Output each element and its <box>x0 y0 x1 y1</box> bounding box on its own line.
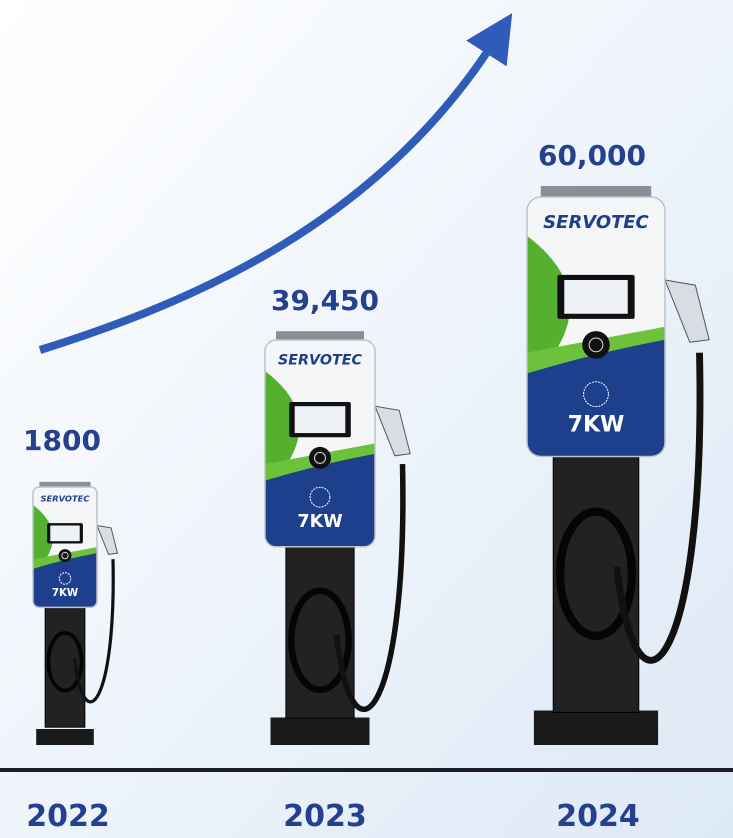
rating-label: 7KW <box>297 512 342 532</box>
holster <box>555 507 637 640</box>
growth-arrow <box>38 13 513 354</box>
blue-panel <box>33 553 97 608</box>
charger-head <box>527 197 665 457</box>
connector <box>374 405 411 457</box>
nfc-reader <box>58 549 72 562</box>
charger-head <box>265 340 375 547</box>
year-label: 2022 <box>26 799 110 834</box>
base-plate <box>36 729 94 745</box>
power-icon <box>583 381 609 408</box>
cable <box>73 559 115 704</box>
holster <box>46 630 84 693</box>
value-label: 1800 <box>23 424 101 457</box>
connector <box>664 279 710 343</box>
top-tab <box>39 481 91 490</box>
screen-display <box>50 525 80 542</box>
rating-label: 7KW <box>52 587 78 599</box>
blue-panel <box>265 453 375 547</box>
year-label: 2023 <box>283 799 367 834</box>
power-icon <box>58 572 72 585</box>
nfc-ring <box>61 551 69 560</box>
base-plate <box>533 710 659 745</box>
value-label: 39,450 <box>271 284 379 317</box>
cable <box>333 464 406 712</box>
green-swoosh <box>265 371 300 485</box>
brand-label: SERVOTEC <box>278 353 363 369</box>
power-icon <box>309 486 331 508</box>
head-outline <box>526 196 666 458</box>
pole <box>552 450 640 713</box>
head-outline <box>32 486 98 609</box>
rating-label: 7KW <box>568 412 625 437</box>
holster <box>288 587 352 694</box>
nfc-ring <box>588 337 604 353</box>
brand-label: SERVOTEC <box>543 212 648 233</box>
year-label: 2024 <box>556 799 640 834</box>
base-plate <box>270 717 370 745</box>
charger: SERVOTEC 7KW <box>264 331 411 745</box>
value-label: 60,000 <box>538 139 646 172</box>
nfc-reader <box>309 446 331 469</box>
blue-panel <box>527 339 665 457</box>
screen-display <box>564 280 628 314</box>
green-swoosh <box>33 505 53 572</box>
pole <box>44 601 86 728</box>
cable <box>613 352 704 664</box>
brand-label: SERVOTEC <box>41 494 91 504</box>
nfc-reader <box>582 331 610 359</box>
charger-head <box>33 487 97 608</box>
nfc-ring <box>314 451 326 464</box>
charger: SERVOTEC 7KW <box>526 185 710 745</box>
charger: SERVOTEC 7KW <box>32 481 119 745</box>
screen-display <box>294 406 346 434</box>
head-outline <box>264 339 376 548</box>
green-swoosh <box>527 235 571 379</box>
connector <box>96 524 119 555</box>
